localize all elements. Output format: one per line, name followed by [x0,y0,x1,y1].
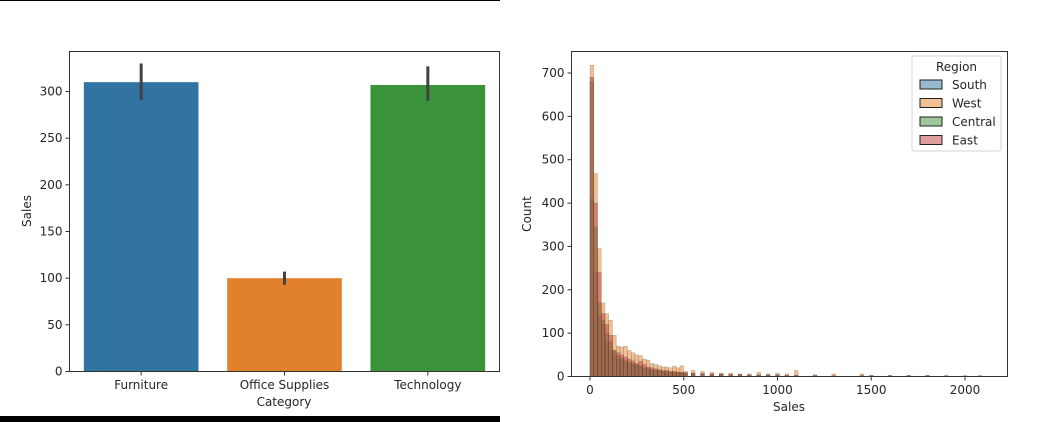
y-tick-label: 0 [55,365,63,379]
hist-bin-east [642,364,647,377]
bottom-border-bar [0,416,500,422]
y-tick-label: 400 [542,196,565,210]
x-tick-label: 1000 [762,383,793,397]
legend-label-west: West [952,97,982,111]
histogram-ylabel: Count [520,196,534,232]
hist-bin-east [597,272,602,377]
hist-bin-east [593,202,598,377]
hist-bin-east [619,354,624,377]
y-tick-label: 0 [557,370,565,384]
bar-furniture [83,82,199,372]
y-tick-label: 200 [40,178,63,192]
y-tick-label: 150 [40,225,63,239]
y-tick-label: 250 [40,131,63,145]
hist-bin-east [634,363,639,377]
x-tick-label: 1500 [856,383,887,397]
hist-bin-east [604,324,609,377]
legend-swatch-west [919,98,943,108]
hist-bin-east [649,367,654,377]
bar-chart-xlabel: Category [257,395,312,409]
histogram-legend: Region South West Central East [911,55,1002,152]
hist-bin-east [691,372,696,377]
hist-bin-east [631,360,636,377]
hist-bin-east [589,77,594,377]
legend-label-east: East [952,134,978,148]
legend-label-central: Central [952,115,996,129]
y-tick-label: 50 [47,318,62,332]
hist-bin-east [653,368,658,377]
y-tick-label: 300 [40,85,63,99]
hist-bin-east [623,356,628,377]
hist-bin-east [661,370,666,377]
hist-bin-east [646,366,651,377]
hist-bin-east [616,352,621,377]
y-tick-label: 200 [542,283,565,297]
x-tick-label: Technology [393,378,461,392]
bar-chart: 0 50 100 150 200 250 300 Furniture Office Suppl… [20,51,500,409]
legend-title: Region [936,60,977,74]
y-tick-label: 500 [542,153,565,167]
bar-chart-bars [83,82,486,372]
legend-swatch-central [919,116,943,127]
hist-bin-east [683,372,688,377]
hist-bin-east [672,371,677,377]
hist-bin-east [679,371,684,377]
hist-bin-east [638,361,643,377]
hist-bin-east [601,313,606,377]
bar-technology [370,84,486,372]
hist-bin-east [668,371,673,377]
legend-swatch-east [919,135,943,145]
x-tick-label: 2000 [950,383,981,397]
x-tick-label: 0 [586,383,594,397]
y-tick-label: 300 [542,239,565,253]
hist-bin-east [627,358,632,377]
histogram-frame [571,51,1008,377]
bar-chart-y-axis: 0 50 100 150 200 250 300 [40,85,70,379]
y-tick-label: 700 [542,66,565,80]
legend-swatch-south [919,79,943,90]
histogram-y-axis: 0 100 200 300 400 500 600 700 [542,66,572,384]
bar-office-supplies [227,278,342,372]
histogram-xlabel: Sales [773,400,805,414]
y-tick-label: 600 [542,109,565,123]
hist-bin-east [664,370,669,377]
x-tick-label: Office Supplies [240,378,330,392]
x-tick-label: Furniture [114,378,168,392]
hist-bin-east [612,350,617,377]
y-tick-label: 100 [542,326,565,340]
hist-bin-east [657,369,662,377]
hist-bin-east [608,335,613,377]
bar-chart-error-bars [139,63,430,285]
y-tick-label: 100 [40,271,63,285]
legend-label-south: South [952,78,987,92]
bar-chart-x-axis: Furniture Office Supplies Technology [114,371,461,392]
histogram-x-axis: 0 500 1000 1500 2000 [586,376,981,397]
top-border-line [0,0,500,1]
hist-bin-east [676,371,681,377]
x-tick-label: 500 [672,383,695,397]
bar-chart-ylabel: Sales [20,195,34,227]
